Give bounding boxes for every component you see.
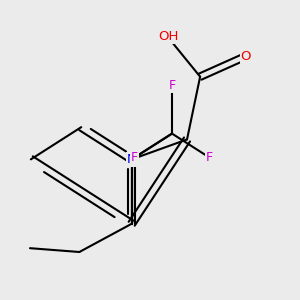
Text: F: F [168,79,175,92]
Text: N: N [127,153,136,166]
Text: OH: OH [158,29,179,43]
Text: F: F [130,151,138,164]
Text: O: O [241,50,251,63]
Text: F: F [206,151,213,164]
Text: H: H [131,152,140,165]
